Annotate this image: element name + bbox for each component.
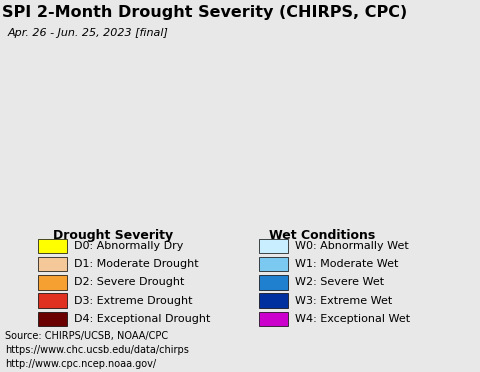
Text: SPI 2-Month Drought Severity (CHIRPS, CPC): SPI 2-Month Drought Severity (CHIRPS, CP…	[2, 4, 408, 19]
Bar	[38, 275, 67, 290]
Text: D3: Extreme Drought: D3: Extreme Drought	[74, 296, 193, 305]
Bar	[259, 293, 288, 308]
Text: Apr. 26 - Jun. 25, 2023 [final]: Apr. 26 - Jun. 25, 2023 [final]	[7, 28, 168, 38]
Text: W1: Moderate Wet: W1: Moderate Wet	[295, 259, 398, 269]
Bar	[259, 275, 288, 290]
Text: Source: CHIRPS/UCSB, NOAA/CPC: Source: CHIRPS/UCSB, NOAA/CPC	[5, 331, 168, 341]
Text: W3: Extreme Wet: W3: Extreme Wet	[295, 296, 393, 305]
Text: http://www.cpc.ncep.noaa.gov/: http://www.cpc.ncep.noaa.gov/	[5, 359, 156, 369]
Bar	[259, 238, 288, 253]
Text: https://www.chc.ucsb.edu/data/chirps: https://www.chc.ucsb.edu/data/chirps	[5, 345, 189, 355]
Text: W0: Abnormally Wet: W0: Abnormally Wet	[295, 241, 409, 251]
Bar	[259, 311, 288, 326]
Text: Wet Conditions: Wet Conditions	[269, 229, 375, 242]
Bar	[259, 257, 288, 272]
Bar	[38, 311, 67, 326]
Text: W4: Exceptional Wet: W4: Exceptional Wet	[295, 314, 410, 324]
Text: Drought Severity: Drought Severity	[53, 229, 173, 242]
Bar	[38, 257, 67, 272]
Bar	[38, 238, 67, 253]
Text: D4: Exceptional Drought: D4: Exceptional Drought	[74, 314, 211, 324]
Bar	[38, 293, 67, 308]
Text: D2: Severe Drought: D2: Severe Drought	[74, 278, 185, 287]
Text: D1: Moderate Drought: D1: Moderate Drought	[74, 259, 199, 269]
Text: W2: Severe Wet: W2: Severe Wet	[295, 278, 384, 287]
Text: D0: Abnormally Dry: D0: Abnormally Dry	[74, 241, 184, 251]
